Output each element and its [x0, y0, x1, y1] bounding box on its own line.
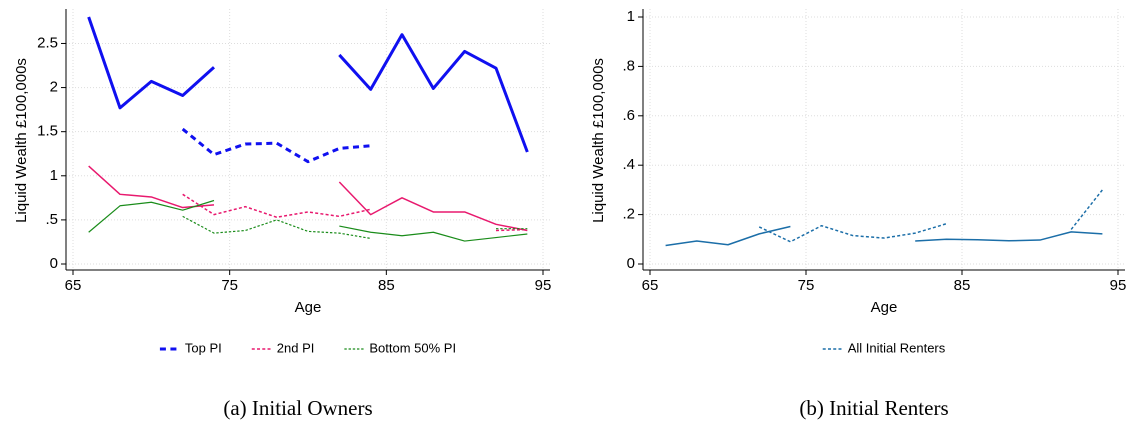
y-tick-label: 1 — [627, 8, 635, 25]
line-series — [182, 215, 528, 240]
y-tick-label: 2.5 — [37, 34, 58, 51]
line-series — [181, 127, 371, 164]
y-axis-label: Liquid Wealth £100,000s — [13, 58, 30, 223]
x-tick-label: 85 — [954, 277, 971, 294]
line-series — [87, 16, 529, 153]
line-series — [88, 165, 528, 232]
y-tick-label: .8 — [622, 57, 635, 74]
y-tick-label: 2 — [50, 79, 58, 96]
x-tick-label: 65 — [642, 277, 659, 294]
line-series — [182, 193, 528, 232]
x-tick-label: 95 — [535, 277, 552, 294]
y-tick-label: .4 — [622, 156, 635, 173]
y-tick-label: .5 — [45, 211, 58, 228]
legend: All Initial Renters — [822, 340, 946, 355]
legend-label: Bottom 50% PI — [369, 340, 456, 355]
x-tick-label: 85 — [378, 277, 395, 294]
line-series — [758, 189, 1103, 243]
legend-label: Top PI — [185, 340, 222, 355]
y-tick-label: 0 — [627, 255, 635, 272]
y-tick-label: .2 — [622, 206, 635, 223]
y-tick-label: 1 — [50, 167, 58, 184]
caption: (a) Initial Owners — [223, 396, 372, 420]
y-tick-label: .6 — [622, 107, 635, 124]
x-axis-label: Age — [871, 299, 898, 316]
line-series — [665, 225, 1103, 247]
x-tick-label: 95 — [1110, 277, 1127, 294]
legend: Top PI 2nd PI Bottom 50% PI — [159, 340, 456, 355]
line-series — [88, 199, 528, 242]
legend-label: 2nd PI — [277, 340, 315, 355]
x-tick-label: 75 — [221, 277, 238, 294]
caption: (b) Initial Renters — [799, 396, 948, 420]
legend-label: All Initial Renters — [848, 340, 946, 355]
x-tick-label: 75 — [798, 277, 815, 294]
x-tick-label: 65 — [65, 277, 82, 294]
y-tick-label: 0 — [50, 255, 58, 272]
y-axis-label: Liquid Wealth £100,000s — [590, 58, 607, 223]
y-tick-label: 1.5 — [37, 123, 58, 140]
x-axis-label: Age — [295, 299, 322, 316]
